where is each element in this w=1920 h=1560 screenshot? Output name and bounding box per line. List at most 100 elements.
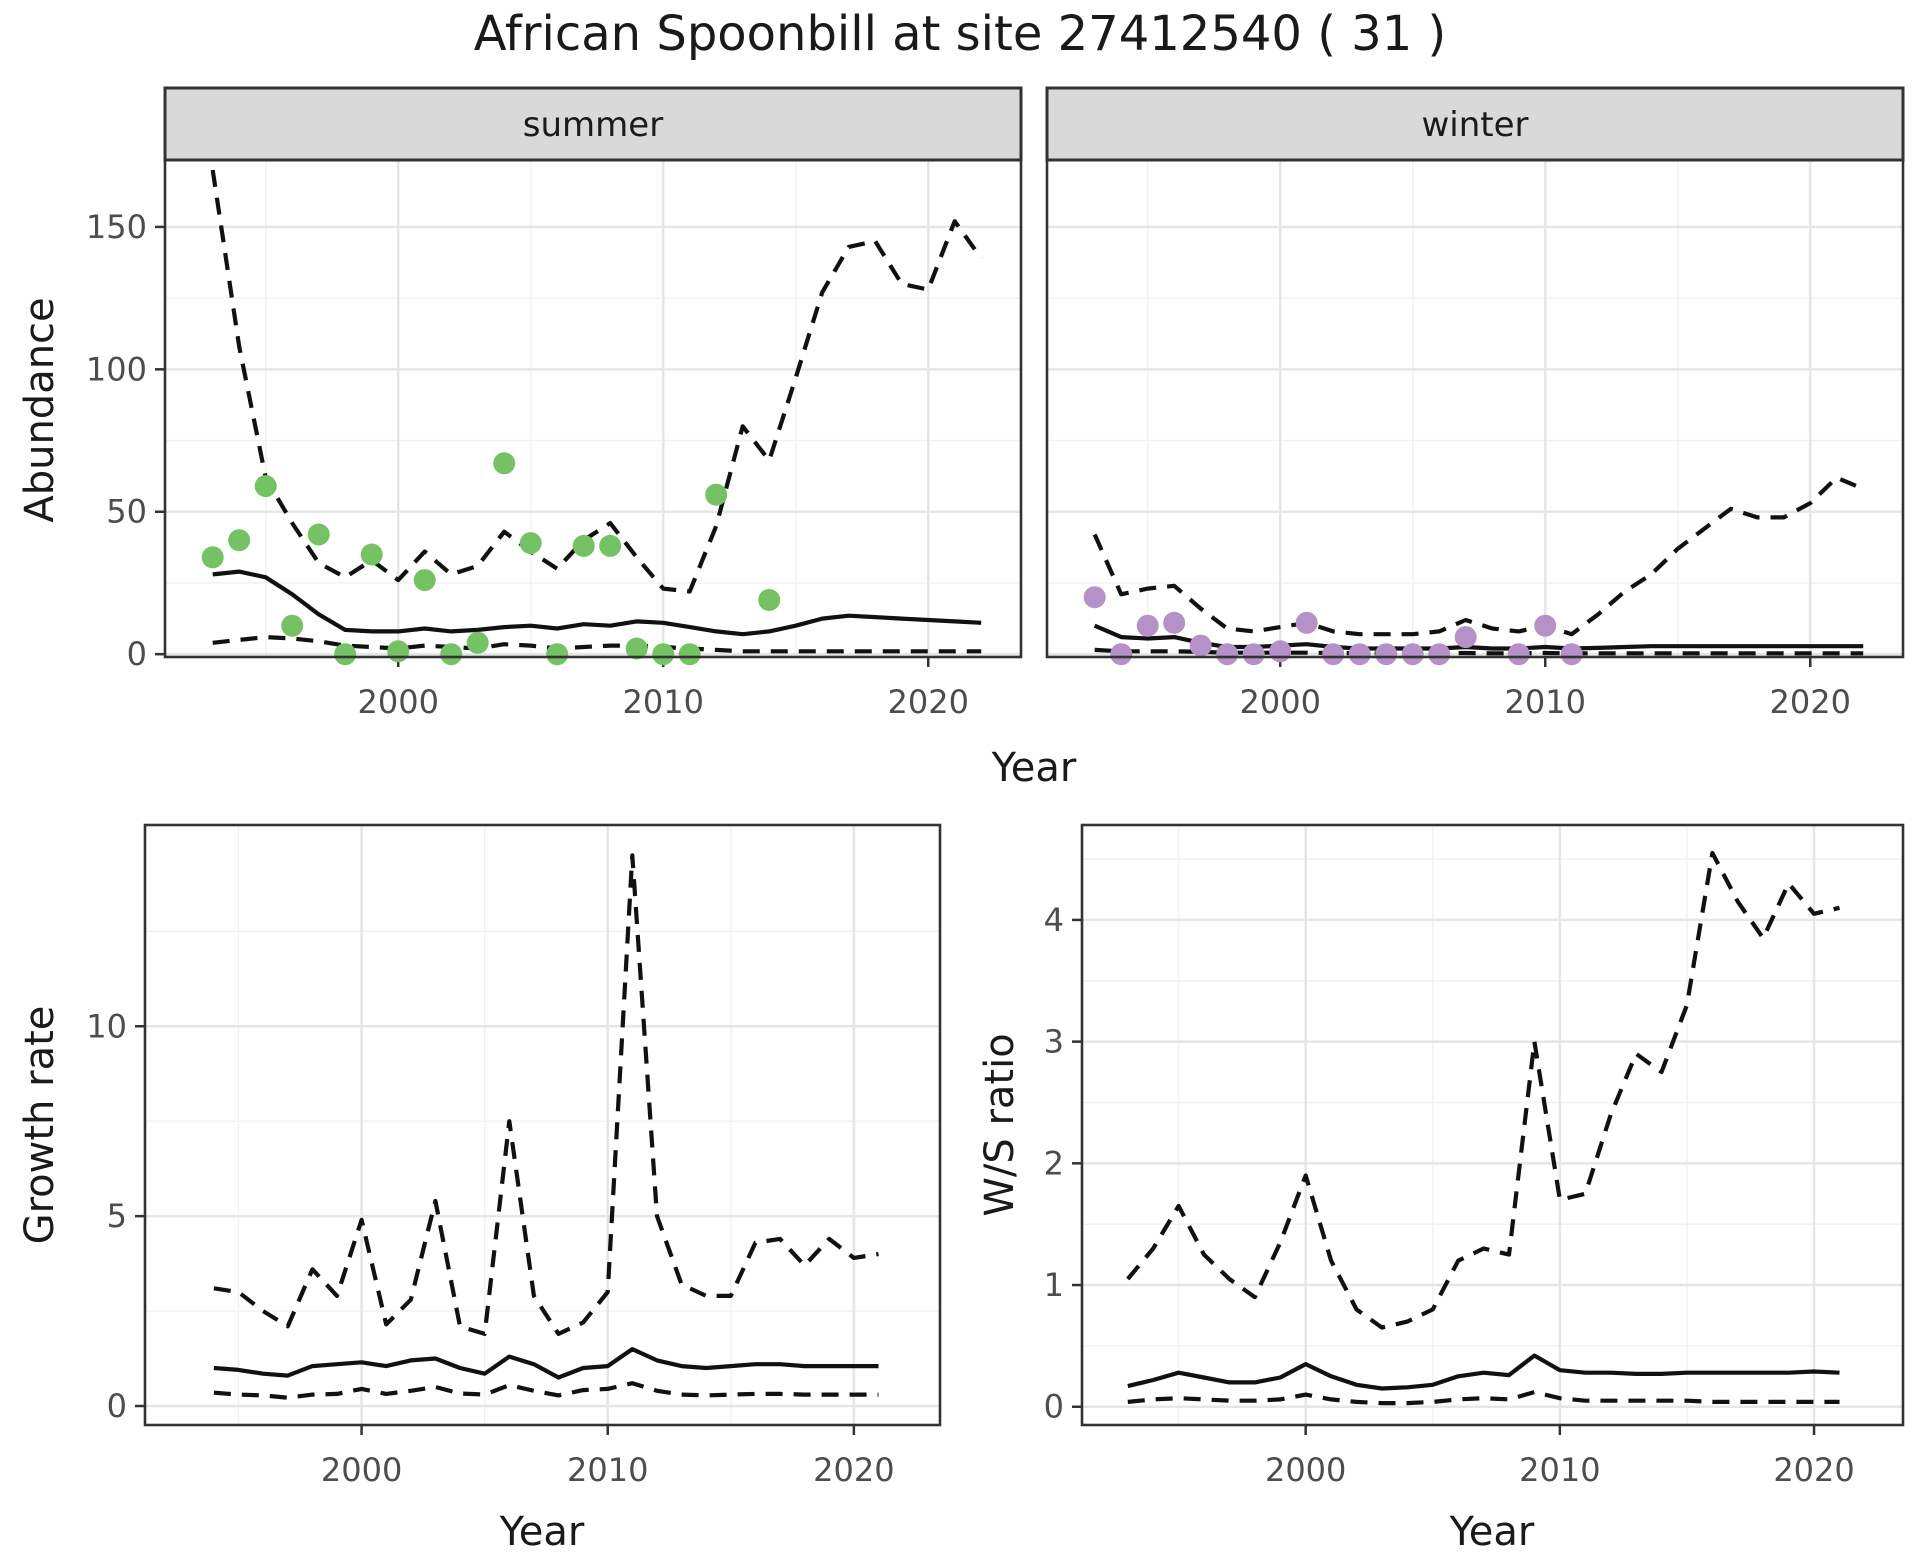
series-line-solid bbox=[1127, 1353, 1840, 1391]
x-tick-label: 2020 bbox=[1773, 1451, 1854, 1489]
data-point bbox=[1083, 586, 1106, 609]
y-tick-label: 0 bbox=[107, 1387, 127, 1425]
series-upper-ci bbox=[1126, 850, 1840, 1330]
data-point bbox=[493, 452, 516, 475]
panel-border bbox=[143, 823, 942, 1427]
series-lower-ci bbox=[1127, 1390, 1840, 1406]
data-point bbox=[466, 631, 489, 654]
series-upper-ci bbox=[210, 169, 983, 594]
facet-label: winter bbox=[1421, 105, 1528, 145]
y-tick-label: 150 bbox=[86, 208, 147, 246]
y-tick-label: 1 bbox=[1044, 1266, 1064, 1304]
plot-title: African Spoonbill at site 27412540 ( 31 … bbox=[473, 6, 1447, 62]
series-median bbox=[212, 569, 982, 637]
data-point bbox=[1189, 634, 1212, 657]
data-point bbox=[625, 637, 648, 660]
y-tick-label: 5 bbox=[107, 1197, 127, 1235]
data-point bbox=[1534, 614, 1557, 637]
axis-ticks: 2000 2010 2020 bbox=[1239, 657, 1851, 721]
data-point bbox=[413, 569, 436, 592]
gridlines bbox=[145, 825, 940, 1425]
gridlines bbox=[165, 160, 1021, 657]
y-tick-label: 3 bbox=[1044, 1023, 1064, 1061]
gridlines bbox=[1082, 825, 1903, 1425]
x-axis-title-top: Year bbox=[991, 745, 1077, 791]
series-line-dashed bbox=[1127, 1390, 1840, 1406]
y-tick-label: 0 bbox=[127, 635, 147, 673]
x-tick-label: 2010 bbox=[623, 683, 704, 721]
data-point bbox=[1242, 643, 1265, 666]
data-point bbox=[546, 643, 569, 666]
facet-strip: winter bbox=[1045, 86, 1905, 162]
series-median bbox=[1127, 1353, 1840, 1391]
data-point bbox=[201, 546, 224, 569]
data-point bbox=[1507, 643, 1530, 666]
data-point bbox=[1375, 643, 1398, 666]
y-tick-label: 2 bbox=[1044, 1144, 1064, 1182]
data-point bbox=[228, 529, 251, 552]
series-median bbox=[213, 1347, 879, 1380]
data-point bbox=[1136, 614, 1159, 637]
data-point bbox=[1348, 643, 1371, 666]
panel-border bbox=[1080, 823, 1905, 1427]
x-axis-title-ws: Year bbox=[1449, 1509, 1535, 1555]
data-point bbox=[1216, 643, 1239, 666]
series-line-dashed bbox=[1092, 475, 1865, 637]
data-point bbox=[1401, 643, 1424, 666]
facet-label: summer bbox=[523, 105, 663, 145]
panel-border bbox=[1045, 158, 1905, 659]
series-line-solid bbox=[213, 1347, 879, 1380]
data-point bbox=[599, 534, 622, 557]
series-line-dashed bbox=[213, 1381, 879, 1400]
data-point bbox=[254, 475, 277, 498]
x-tick-label: 2010 bbox=[567, 1451, 648, 1489]
x-tick-label: 2010 bbox=[1519, 1451, 1600, 1489]
series-upper-ci bbox=[213, 853, 879, 1336]
x-tick-label: 2020 bbox=[888, 683, 969, 721]
data-point bbox=[1322, 643, 1345, 666]
x-tick-label: 2000 bbox=[1239, 683, 1320, 721]
data-point bbox=[440, 643, 463, 666]
y-tick-label: 10 bbox=[86, 1007, 127, 1045]
x-tick-label: 2020 bbox=[1770, 683, 1851, 721]
axis-ticks: 2000 2010 2020 0 5 10 bbox=[86, 1007, 894, 1489]
data-point bbox=[1560, 643, 1583, 666]
data-point bbox=[1295, 611, 1318, 634]
data-point bbox=[1110, 643, 1133, 666]
x-tick-label: 2000 bbox=[1265, 1451, 1346, 1489]
series-lower-ci bbox=[213, 1381, 879, 1400]
x-tick-label: 2000 bbox=[321, 1451, 402, 1489]
data-point bbox=[519, 532, 542, 555]
series-observed-counts bbox=[1083, 586, 1583, 666]
series-observed-counts bbox=[201, 452, 781, 666]
x-tick-label: 2000 bbox=[357, 683, 438, 721]
data-point bbox=[307, 523, 330, 546]
data-point bbox=[281, 614, 304, 637]
axis-ticks: 2000 2010 2020 0 1 2 3 4 bbox=[1044, 901, 1855, 1489]
data-point bbox=[678, 643, 701, 666]
series-upper-ci bbox=[1092, 475, 1865, 637]
y-tick-label: 0 bbox=[1044, 1388, 1064, 1426]
axis-ticks: 2000 2010 2020 0 50 100 150 bbox=[86, 208, 969, 721]
data-point bbox=[1163, 611, 1186, 634]
panel-border bbox=[163, 158, 1023, 659]
x-tick-label: 2010 bbox=[1505, 683, 1586, 721]
data-point bbox=[652, 643, 675, 666]
series-line-dashed bbox=[210, 169, 983, 594]
data-point bbox=[758, 589, 781, 611]
series-line-solid bbox=[212, 569, 982, 637]
data-point bbox=[1454, 626, 1477, 649]
y-tick-label: 100 bbox=[86, 350, 147, 388]
series-line-dashed bbox=[213, 853, 879, 1336]
y-tick-label: 50 bbox=[106, 493, 147, 531]
data-point bbox=[334, 643, 357, 666]
y-tick-label: 4 bbox=[1044, 901, 1064, 939]
x-axis-title-growth: Year bbox=[499, 1509, 585, 1555]
data-point bbox=[705, 483, 728, 506]
series-line-dashed bbox=[1126, 850, 1840, 1330]
data-point bbox=[1428, 643, 1451, 666]
